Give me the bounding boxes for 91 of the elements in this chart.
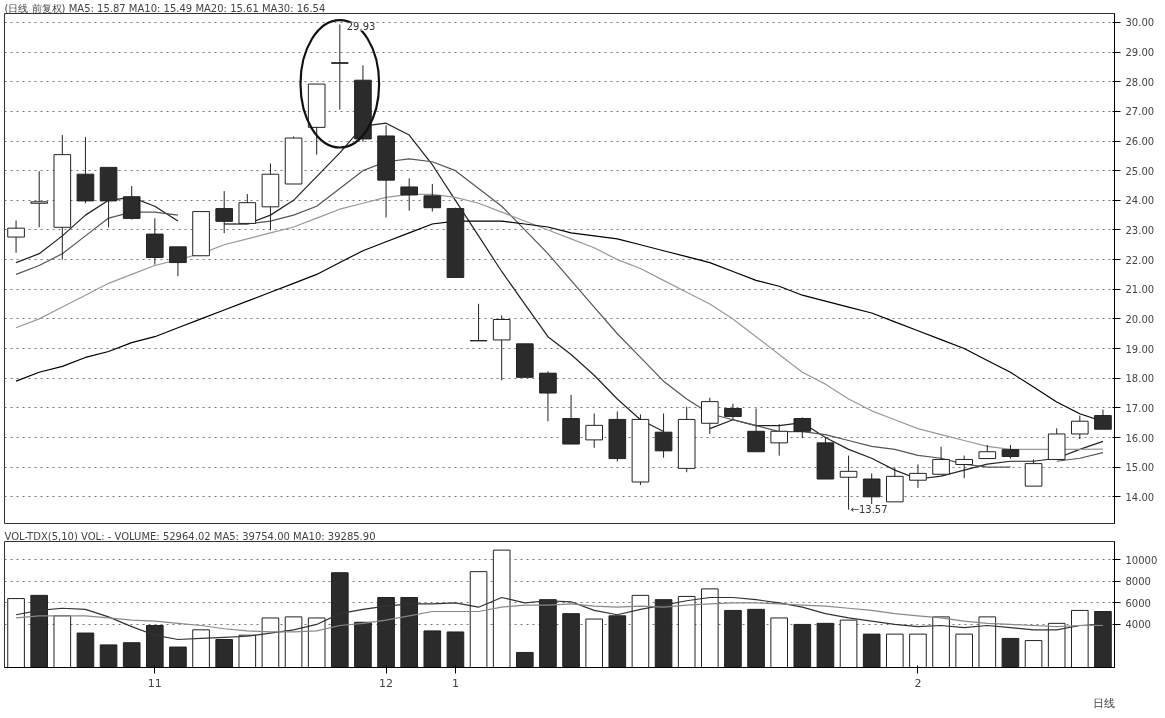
x-tick-label: 2 xyxy=(914,676,922,690)
bar xyxy=(7,598,25,668)
bar xyxy=(469,571,488,668)
candlestick xyxy=(7,219,25,254)
bar xyxy=(700,588,719,668)
y-tick-label: 28.00 xyxy=(1125,76,1155,88)
y-tick-label: 18.00 xyxy=(1125,373,1155,385)
y-tick-label: 20.00 xyxy=(1125,313,1155,325)
bar xyxy=(747,608,765,668)
candlestick xyxy=(122,185,141,221)
bar xyxy=(909,633,927,668)
bar xyxy=(1024,640,1043,668)
y-tick-label: 23.00 xyxy=(1125,224,1155,236)
bar xyxy=(562,613,580,668)
y-tick-label: 8000 xyxy=(1125,576,1151,588)
bar xyxy=(978,616,997,668)
candlestick xyxy=(330,23,349,111)
y-tick-label: 22.00 xyxy=(1125,254,1155,266)
bar xyxy=(1070,609,1089,668)
y-tick-label: 17.00 xyxy=(1125,402,1155,414)
y-tick-label: 29.00 xyxy=(1125,47,1155,59)
y-tick-label: 26.00 xyxy=(1125,136,1155,147)
bar xyxy=(677,595,696,668)
bar xyxy=(839,619,858,668)
y-tick-label: 14.00 xyxy=(1125,491,1155,503)
candlestick xyxy=(492,314,511,381)
bar xyxy=(76,632,95,668)
candlestick xyxy=(654,412,673,459)
x-tick-label: 1 xyxy=(451,676,459,690)
text: 日线 xyxy=(1092,696,1115,710)
candlestick xyxy=(145,217,164,266)
bar xyxy=(955,633,974,668)
candlestick xyxy=(1094,409,1112,430)
candlestick xyxy=(215,190,234,234)
bar xyxy=(423,630,442,668)
line-series xyxy=(15,602,1104,633)
candlestick xyxy=(747,407,765,453)
bar xyxy=(169,646,187,668)
x-tick-label: 11 xyxy=(147,676,162,690)
bar xyxy=(631,594,650,668)
bar xyxy=(53,615,72,668)
candlestick xyxy=(30,170,49,228)
y-tick-label: 4000 xyxy=(1125,619,1151,631)
bar xyxy=(192,629,210,668)
annotation: 29.93 xyxy=(346,21,376,33)
y-tick-label: 10000 xyxy=(1125,554,1158,566)
annotation: ←13.57 xyxy=(850,504,888,516)
y-tick-label: 24.00 xyxy=(1125,195,1155,207)
y-tick-label: 6000 xyxy=(1125,597,1151,609)
bar xyxy=(585,618,604,668)
candlestick xyxy=(770,423,789,457)
bar xyxy=(1001,637,1020,668)
chart-title: VOL-TDX(5,10) VOL: - VOLUME: 52964.02 MA5: 39754.00 MA10: 39285.90 xyxy=(4,530,376,542)
bar xyxy=(885,633,904,668)
candlestick xyxy=(932,446,950,475)
candlestick xyxy=(1070,415,1089,440)
candlestick xyxy=(539,370,557,422)
bar xyxy=(1047,622,1066,668)
chart-title: (日线 前复权) MA5: 15.87 MA10: 15.49 MA20: 15.61 MA30: 16.54 xyxy=(4,2,326,14)
bar xyxy=(284,616,303,668)
candlestick xyxy=(793,416,812,439)
bar xyxy=(446,631,465,668)
candlestick xyxy=(238,193,257,224)
bar xyxy=(492,549,511,668)
bar xyxy=(793,623,812,668)
candlestick xyxy=(862,472,881,506)
bar xyxy=(99,644,118,668)
y-tick-label: 27.00 xyxy=(1125,106,1155,118)
y-tick-label: 16.00 xyxy=(1125,432,1155,444)
bar xyxy=(862,633,881,668)
y-tick-label: 30.00 xyxy=(1125,17,1155,29)
candlestick xyxy=(169,246,187,277)
candlestick xyxy=(700,397,719,435)
candlestick xyxy=(585,412,604,449)
x-tick-label: 12 xyxy=(379,676,394,690)
y-tick-label: 19.00 xyxy=(1125,343,1155,355)
bar xyxy=(816,622,835,668)
y-tick-label: 15.00 xyxy=(1125,462,1155,474)
bar xyxy=(238,634,257,668)
candlestick xyxy=(423,183,442,213)
bar xyxy=(261,617,280,668)
y-tick-label: 21.00 xyxy=(1125,284,1155,296)
bar xyxy=(307,617,326,668)
bar xyxy=(354,621,372,668)
bar xyxy=(770,617,789,668)
bar xyxy=(724,609,742,668)
bar xyxy=(122,642,141,668)
candlestick xyxy=(400,177,419,212)
bar xyxy=(932,616,950,668)
bar xyxy=(515,651,534,668)
y-tick-label: 25.00 xyxy=(1125,165,1155,177)
